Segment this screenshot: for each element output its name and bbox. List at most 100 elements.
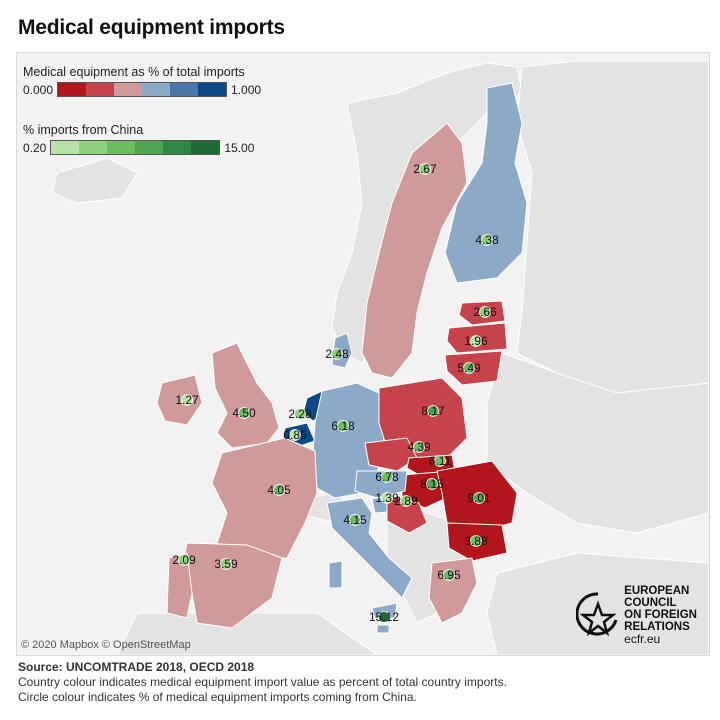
logo-line-3: ON FOREIGN [624, 609, 697, 621]
country-value-label-czechia: 4.39 [407, 440, 431, 454]
legend-china-swatch-2 [79, 141, 108, 154]
country-italy-islands[interactable] [328, 560, 398, 620]
legend-china-swatch-5 [163, 141, 192, 154]
country-value-label-france: 4.05 [267, 483, 291, 497]
ecfr-logo[interactable]: EUROPEAN COUNCIL ON FOREIGN RELATIONS ec… [576, 585, 697, 645]
footer-note-2: Circle colour indicates % of medical equ… [18, 690, 417, 704]
country-value-label-netherlands: 2.28 [288, 407, 312, 421]
country-greece[interactable] [428, 557, 478, 624]
china-share-circle-romania[interactable] [473, 492, 485, 504]
belarus-ukraine-land [486, 352, 709, 534]
country-value-label-hungary: 8.15 [420, 477, 444, 491]
country-value-label-croatia: 2.89 [394, 494, 418, 508]
china-share-circle-spain[interactable] [220, 558, 232, 570]
legend-china-swatches [50, 140, 221, 155]
legend-share-swatch-3 [114, 83, 143, 96]
legend-share-min: 0.000 [23, 82, 54, 97]
china-share-circle-hungary[interactable] [426, 478, 438, 490]
country-value-label-portugal: 2.09 [172, 553, 196, 567]
country-value-label-finland: 4.38 [475, 233, 499, 247]
country-value-label-malta: 15.12 [369, 610, 399, 624]
iceland-land [51, 157, 138, 204]
country-value-label-austria: 6.78 [375, 470, 399, 484]
country-ireland[interactable] [156, 374, 203, 426]
country-shapes [156, 82, 528, 634]
legend-share-swatch-2 [86, 83, 115, 96]
logo-line-2: COUNCIL [624, 597, 677, 609]
country-value-label-greece: 6.95 [437, 568, 461, 582]
china-share-circle-denmark[interactable] [331, 348, 343, 360]
source-line: Source: UNCOMTRADE 2018, OECD 2018 [18, 660, 255, 674]
legend-share-swatch-5 [170, 83, 199, 96]
china-share-circle-germany[interactable] [337, 420, 349, 432]
legend-china-swatch-6 [191, 141, 220, 154]
china-share-circle-belgium[interactable] [289, 429, 301, 441]
china-share-circle-poland[interactable] [427, 405, 439, 417]
country-value-label-slovakia: 6.11 [429, 454, 452, 468]
country-value-label-lithuania: 5.49 [457, 361, 481, 375]
logo-line-1: EUROPEAN [624, 585, 690, 597]
legend-share-max: 1.000 [231, 82, 262, 97]
north-africa-land [116, 612, 378, 655]
china-share-circle-slovakia[interactable] [434, 455, 446, 467]
china-share-circle-malta[interactable] [378, 611, 390, 623]
map-container[interactable]: 2.67 4.38 2.66 1.96 5.49 2.48 1.27 4.50 2.28 0.85… [16, 52, 710, 656]
china-share-circle-ireland[interactable] [181, 394, 193, 406]
country-value-label-belgium: 0.85 [283, 428, 307, 442]
country-value-label-united-kingdom: 4.50 [232, 406, 256, 420]
country-value-label-italy: 4.15 [343, 513, 367, 527]
china-share-circle-portugal[interactable] [178, 554, 190, 566]
country-value-label-bulgaria: 3.88 [464, 534, 488, 548]
country-value-label-slovenia: 1.39 [375, 491, 399, 505]
china-share-circle-estonia[interactable] [479, 306, 491, 318]
country-croatia[interactable] [386, 494, 428, 534]
country-malta[interactable] [376, 624, 390, 634]
legend-china-max: 15.00 [224, 140, 255, 155]
country-portugal[interactable] [166, 552, 193, 619]
legend-china-swatch-1 [51, 141, 80, 154]
legend-china-swatch-4 [135, 141, 164, 154]
china-share-circle-sweden[interactable] [419, 163, 431, 175]
china-share-circle-bulgaria[interactable] [470, 535, 482, 547]
china-share-circle-italy[interactable] [349, 514, 361, 526]
logo-url: ecfr.eu [624, 632, 661, 646]
china-share-circle-netherlands[interactable] [294, 408, 306, 420]
china-share-circle-united-kingdom[interactable] [238, 407, 250, 419]
legend-share-swatch-4 [142, 83, 171, 96]
country-sweden[interactable] [361, 122, 468, 379]
country-value-label-sweden: 2.67 [413, 162, 437, 176]
country-value-label-estonia: 2.66 [473, 305, 497, 319]
legend-china-swatch-3 [107, 141, 136, 154]
legend-share: Medical equipment as % of total imports … [23, 65, 261, 97]
china-share-circle-finland[interactable] [481, 234, 493, 246]
legend-china: % imports from China 0.20 15.00 [23, 123, 254, 155]
legend-share-title: Medical equipment as % of total imports [23, 65, 245, 79]
footer-note-1: Country colour indicates medical equipme… [18, 675, 507, 689]
map-attribution[interactable]: © 2020 Mapbox © OpenStreetMap [21, 639, 191, 651]
china-share-circle-slovenia[interactable] [381, 492, 393, 504]
legend-share-swatch-6 [198, 83, 227, 96]
china-share-circle-greece[interactable] [443, 569, 455, 581]
china-share-circle-czechia[interactable] [413, 441, 425, 453]
country-france[interactable] [211, 437, 318, 559]
legend-china-title: % imports from China [23, 123, 144, 137]
china-share-circle-croatia[interactable] [400, 495, 412, 507]
china-share-circle-austria[interactable] [381, 471, 393, 483]
country-czechia[interactable] [364, 437, 418, 472]
country-value-label-latvia: 1.96 [464, 334, 488, 348]
legend-china-min: 0.20 [23, 140, 47, 155]
country-italy[interactable] [326, 497, 413, 599]
star-logo-icon [576, 592, 618, 637]
country-finland[interactable] [444, 82, 528, 284]
china-share-circle-latvia[interactable] [470, 335, 482, 347]
country-value-label-romania: 9.01 [467, 491, 491, 505]
legend-share-swatch-1 [58, 83, 87, 96]
country-value-label-spain: 3.59 [214, 557, 238, 571]
country-markers: 2.67 4.38 2.66 1.96 5.49 2.48 1.27 4.50 2.28 0.85… [172, 162, 499, 624]
russia-land [516, 60, 709, 394]
country-value-label-poland: 8.17 [421, 404, 445, 418]
country-value-label-germany: 6.18 [331, 419, 355, 433]
china-share-circle-france[interactable] [273, 484, 285, 496]
chart-title: Medical equipment imports [18, 16, 285, 39]
china-share-circle-lithuania[interactable] [463, 362, 475, 374]
